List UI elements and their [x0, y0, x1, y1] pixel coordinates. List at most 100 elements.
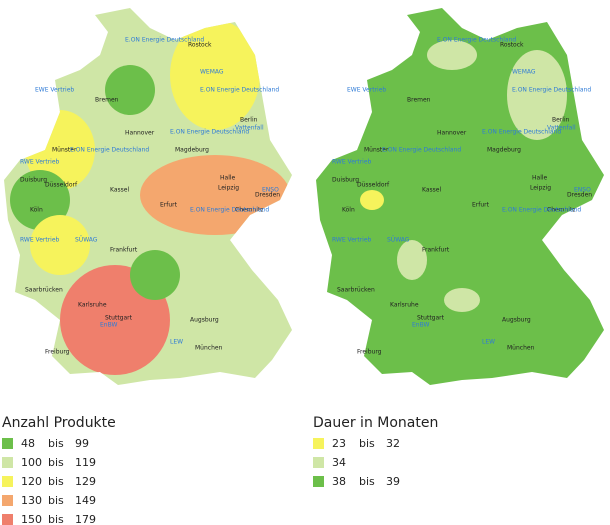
legend-title: Anzahl Produkte	[2, 415, 116, 431]
city-label: Magdeburg	[175, 147, 209, 154]
city-label: Leipzig	[530, 185, 551, 192]
provider-label: ENSO	[574, 187, 591, 194]
legend-from: 150	[21, 513, 42, 525]
city-label: Kassel	[422, 187, 441, 194]
provider-label: EWE Vertrieb	[35, 87, 74, 94]
legend-sep: bis	[48, 494, 64, 507]
legend-sep: bis	[359, 437, 375, 450]
provider-label: SÜWAG	[75, 237, 98, 244]
provider-label: RWE Vertrieb	[332, 237, 372, 244]
legend-swatch	[2, 495, 13, 506]
city-label: Bremen	[407, 97, 431, 104]
provider-label: E.ON Energie Deutschland	[437, 37, 516, 44]
city-label: Duisburg	[20, 177, 47, 184]
provider-label: E.ON Energie Deutschland	[170, 129, 249, 136]
city-label: Augsburg	[502, 317, 531, 324]
legend-from: 34	[332, 456, 346, 469]
city-label: Erfurt	[160, 202, 178, 209]
city-label: Saarbrücken	[25, 287, 63, 294]
city-label: Hannover	[437, 130, 467, 137]
provider-label: RWE Vertrieb	[20, 237, 60, 244]
city-label: Stuttgart	[105, 315, 133, 322]
provider-label: RWE Vertrieb	[20, 159, 60, 166]
legend-swatch	[2, 438, 13, 449]
city-label: Rostock	[500, 42, 524, 49]
legend-from: 120	[21, 475, 42, 488]
city-label: Stuttgart	[417, 315, 445, 322]
map-right: Rostock Bremen Hannover Berlin Magdeburg Müns…	[316, 8, 604, 385]
legend-sep: bis	[48, 475, 64, 488]
legend-swatch	[2, 514, 13, 525]
city-label: Bremen	[95, 97, 119, 104]
legend-to: 39	[386, 475, 400, 488]
legend-from: 100	[21, 456, 42, 469]
city-label: Magdeburg	[487, 147, 521, 154]
city-label: Frankfurt	[422, 247, 450, 254]
provider-label: EnBW	[412, 322, 429, 329]
city-label: München	[195, 345, 223, 352]
city-label: Köln	[30, 207, 43, 214]
legend-sep: bis	[48, 456, 64, 469]
legend-swatch	[313, 457, 324, 468]
provider-label: RWE Vertrieb	[332, 159, 372, 166]
provider-label: E.ON Energie Deutschland	[482, 129, 561, 136]
legend-to: 119	[75, 456, 96, 469]
city-label: München	[507, 345, 535, 352]
city-label: Köln	[342, 207, 355, 214]
city-label: Kassel	[110, 187, 129, 194]
city-label: Dresden	[567, 192, 592, 199]
city-label: Chemnitz	[547, 207, 576, 214]
city-label: Duisburg	[332, 177, 359, 184]
city-label: Erfurt	[472, 202, 490, 209]
city-label: Berlin	[240, 117, 258, 124]
legend-from: 48	[21, 437, 35, 450]
provider-label: EWE Vertrieb	[347, 87, 386, 94]
city-label: Saarbrücken	[337, 287, 375, 294]
legend-from: 38	[332, 475, 346, 488]
city-label: Münster	[52, 147, 77, 154]
legend-to: 179	[75, 513, 96, 525]
city-label: Frankfurt	[110, 247, 138, 254]
provider-label: SÜWAG	[387, 237, 410, 244]
legend-sep: bis	[359, 475, 375, 488]
legend-to: 99	[75, 437, 89, 450]
city-label: Münster	[364, 147, 389, 154]
provider-label: E.ON Energie Deutschland	[382, 147, 461, 154]
legend-to: 32	[386, 437, 400, 450]
city-label: Dresden	[255, 192, 280, 199]
provider-label: WEMAG	[512, 69, 536, 76]
legend-to: 129	[75, 475, 96, 488]
provider-label: E.ON Energie Deutschland	[125, 37, 204, 44]
legend-swatch	[2, 476, 13, 487]
provider-label: LEW	[170, 339, 183, 346]
provider-label: E.ON Energie Deutschland	[512, 87, 591, 94]
legend-title: Dauer in Monaten	[313, 415, 438, 431]
provider-label: Vattenfall	[235, 125, 264, 132]
legend-sep: bis	[48, 437, 64, 450]
legend-swatch	[2, 457, 13, 468]
city-label: Freiburg	[357, 349, 382, 356]
legend-to: 149	[75, 494, 96, 507]
provider-label: EnBW	[100, 322, 117, 329]
provider-label: E.ON Energie Deutschland	[200, 87, 279, 94]
city-label: Berlin	[552, 117, 570, 124]
provider-label: Vattenfall	[547, 125, 576, 132]
city-label: Chemnitz	[235, 207, 264, 214]
map-left: Rostock Bremen Hannover Berlin Magdeburg Müns…	[4, 8, 292, 385]
provider-label: E.ON Energie Deutschland	[190, 207, 269, 214]
legend-sep: bis	[48, 513, 64, 525]
city-label: Rostock	[188, 42, 212, 49]
provider-label: E.ON Energie Deutschland	[502, 207, 581, 214]
city-label: Düsseldorf	[357, 182, 390, 189]
city-label: Halle	[532, 175, 548, 182]
provider-label: ENSO	[262, 187, 279, 194]
provider-label: LEW	[482, 339, 495, 346]
city-label: Leipzig	[218, 185, 239, 192]
city-label: Augsburg	[190, 317, 219, 324]
city-label: Hannover	[125, 130, 155, 137]
city-label: Karlsruhe	[78, 302, 107, 309]
city-label: Düsseldorf	[45, 182, 78, 189]
provider-label: WEMAG	[200, 69, 224, 76]
